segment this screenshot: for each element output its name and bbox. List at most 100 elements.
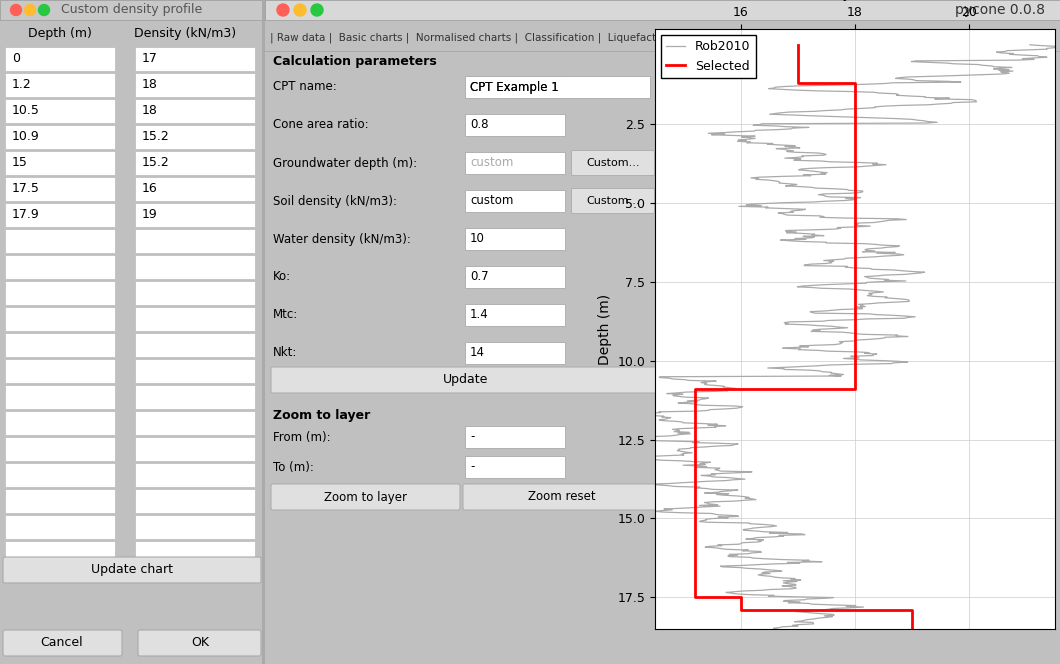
FancyBboxPatch shape — [5, 489, 114, 513]
FancyBboxPatch shape — [135, 151, 255, 175]
Text: Depth (m): Depth (m) — [28, 27, 92, 41]
Text: 19: 19 — [142, 208, 158, 222]
Selected — [689, 385, 702, 393]
FancyBboxPatch shape — [5, 255, 114, 279]
FancyBboxPatch shape — [5, 99, 114, 123]
FancyBboxPatch shape — [3, 630, 122, 656]
Selected — [792, 41, 805, 48]
Text: 15: 15 — [12, 157, 28, 169]
FancyBboxPatch shape — [5, 73, 114, 97]
Text: Cancel: Cancel — [40, 637, 84, 649]
Text: Zoom to layer: Zoom to layer — [273, 408, 370, 422]
FancyBboxPatch shape — [5, 411, 114, 435]
Text: Custom...: Custom... — [586, 196, 640, 206]
FancyBboxPatch shape — [5, 385, 114, 409]
Text: custom: custom — [470, 157, 513, 169]
Text: Calculation parameters: Calculation parameters — [273, 56, 437, 68]
Text: 10: 10 — [470, 232, 484, 246]
FancyBboxPatch shape — [465, 266, 565, 288]
FancyBboxPatch shape — [271, 367, 660, 393]
Selected — [906, 606, 919, 614]
FancyBboxPatch shape — [135, 333, 255, 357]
FancyBboxPatch shape — [0, 0, 265, 20]
FancyBboxPatch shape — [465, 342, 565, 364]
Rob2010 — [691, 484, 704, 492]
Selected — [689, 515, 702, 523]
Text: 1.4: 1.4 — [470, 309, 489, 321]
Text: Ko:: Ko: — [273, 270, 292, 284]
FancyBboxPatch shape — [135, 99, 255, 123]
FancyBboxPatch shape — [5, 177, 114, 201]
Rob2010 — [655, 413, 668, 421]
Selected — [735, 594, 747, 602]
FancyBboxPatch shape — [465, 76, 565, 98]
FancyBboxPatch shape — [5, 229, 114, 253]
FancyBboxPatch shape — [5, 203, 114, 227]
FancyBboxPatch shape — [5, 47, 114, 71]
Selected — [849, 373, 862, 380]
Circle shape — [24, 5, 35, 15]
Text: To (m):: To (m): — [273, 461, 314, 473]
FancyBboxPatch shape — [5, 151, 114, 175]
Selected — [849, 385, 862, 393]
Text: custom: custom — [470, 195, 513, 207]
Text: Mtc:: Mtc: — [273, 309, 298, 321]
Text: pycone 0.0.8: pycone 0.0.8 — [955, 3, 1045, 17]
Text: Update: Update — [443, 373, 489, 386]
FancyBboxPatch shape — [135, 125, 255, 149]
FancyBboxPatch shape — [135, 489, 255, 513]
FancyBboxPatch shape — [465, 456, 565, 478]
Line: Selected: Selected — [695, 44, 913, 629]
Text: 0.8: 0.8 — [470, 118, 489, 131]
Rob2010 — [709, 544, 722, 552]
Text: Cone area ratio:: Cone area ratio: — [273, 118, 369, 131]
FancyBboxPatch shape — [571, 189, 654, 214]
Circle shape — [294, 4, 306, 16]
FancyBboxPatch shape — [135, 177, 255, 201]
FancyBboxPatch shape — [3, 557, 261, 583]
Text: 18: 18 — [142, 78, 158, 92]
X-axis label: Density (kN/m3): Density (kN/m3) — [798, 0, 912, 1]
FancyBboxPatch shape — [135, 411, 255, 435]
Selected — [792, 79, 805, 87]
Y-axis label: Depth (m): Depth (m) — [598, 293, 612, 365]
FancyBboxPatch shape — [265, 0, 1060, 20]
FancyBboxPatch shape — [465, 304, 565, 326]
FancyBboxPatch shape — [135, 385, 255, 409]
FancyBboxPatch shape — [465, 190, 565, 212]
Selected — [735, 606, 747, 614]
Text: Groundwater depth (m):: Groundwater depth (m): — [273, 157, 418, 169]
FancyBboxPatch shape — [5, 463, 114, 487]
FancyBboxPatch shape — [135, 203, 255, 227]
FancyBboxPatch shape — [463, 484, 660, 510]
Text: 16: 16 — [142, 183, 158, 195]
Text: 15.2: 15.2 — [142, 131, 170, 143]
Text: 14: 14 — [470, 347, 485, 359]
Text: 10.9: 10.9 — [12, 131, 40, 143]
FancyBboxPatch shape — [135, 541, 255, 565]
Circle shape — [38, 5, 50, 15]
Text: 0.7: 0.7 — [470, 270, 489, 284]
FancyBboxPatch shape — [262, 0, 265, 664]
FancyBboxPatch shape — [135, 229, 255, 253]
Text: From (m):: From (m): — [273, 430, 331, 444]
Text: Zoom reset: Zoom reset — [528, 491, 596, 503]
Text: Nkt:: Nkt: — [273, 347, 298, 359]
Text: Update chart: Update chart — [91, 564, 173, 576]
FancyBboxPatch shape — [465, 228, 565, 250]
Rob2010 — [909, 76, 922, 84]
Text: CPT Example 1: CPT Example 1 — [470, 80, 559, 94]
FancyBboxPatch shape — [465, 152, 565, 174]
Text: 1.2: 1.2 — [12, 78, 32, 92]
Selected — [849, 79, 862, 87]
Text: 10.5: 10.5 — [12, 104, 40, 118]
Selected — [689, 594, 702, 602]
Text: CPT name:: CPT name: — [273, 80, 337, 94]
Rob2010 — [694, 396, 707, 404]
FancyBboxPatch shape — [135, 515, 255, 539]
FancyBboxPatch shape — [465, 114, 565, 136]
Legend: Rob2010, Selected: Rob2010, Selected — [661, 35, 756, 78]
Circle shape — [311, 4, 323, 16]
Text: Zoom to layer: Zoom to layer — [324, 491, 407, 503]
FancyBboxPatch shape — [135, 307, 255, 331]
